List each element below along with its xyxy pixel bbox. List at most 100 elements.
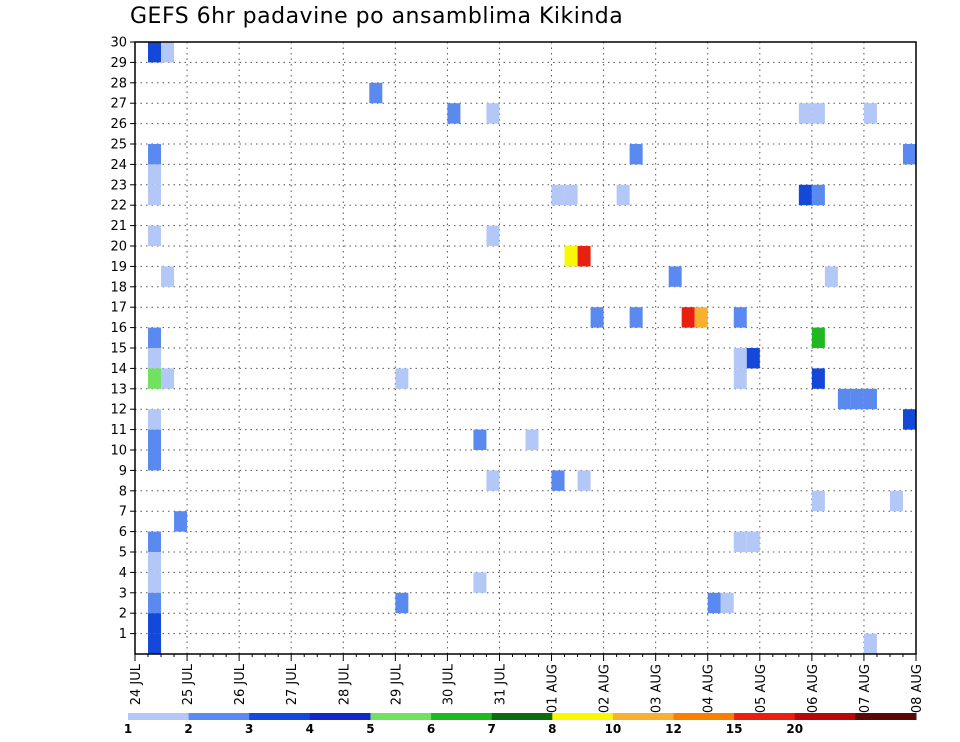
precip-cell bbox=[902, 409, 916, 430]
precip-cell bbox=[395, 368, 409, 389]
y-tick-label: 19 bbox=[110, 260, 127, 275]
colorbar-swatch bbox=[188, 713, 250, 720]
precip-cell bbox=[148, 552, 162, 573]
precip-cell bbox=[811, 368, 825, 389]
precip-cell bbox=[811, 490, 825, 512]
colorbar-label: 20 bbox=[786, 722, 803, 736]
y-tick-label: 24 bbox=[110, 158, 127, 173]
x-tick-label: 24 JUL bbox=[129, 663, 144, 705]
precip-cell bbox=[577, 470, 591, 491]
colorbar-swatch bbox=[128, 713, 190, 720]
precip-cell bbox=[850, 388, 864, 410]
colorbar-label: 10 bbox=[605, 722, 622, 736]
precip-cell bbox=[564, 246, 578, 267]
precip-cell bbox=[863, 103, 877, 124]
precip-cell bbox=[811, 103, 825, 124]
y-tick-label: 5 bbox=[119, 546, 127, 561]
colorbar-label: 15 bbox=[726, 722, 743, 736]
y-tick-label: 1 bbox=[119, 627, 127, 642]
y-tick-label: 16 bbox=[110, 321, 127, 336]
y-tick-label: 17 bbox=[110, 301, 127, 316]
y-tick-label: 11 bbox=[110, 423, 127, 438]
colorbar-swatch bbox=[431, 713, 493, 720]
x-tick-label: 28 JUL bbox=[337, 663, 352, 705]
precip-cell bbox=[395, 592, 409, 614]
x-tick-label: 08 AUG bbox=[910, 664, 925, 713]
x-tick-label: 29 JUL bbox=[389, 663, 404, 705]
colorbar-swatch bbox=[552, 713, 614, 720]
precip-cell bbox=[148, 368, 162, 389]
x-tick-label: 05 AUG bbox=[754, 664, 769, 713]
colorbar-swatch bbox=[491, 713, 553, 720]
precip-cell bbox=[798, 103, 812, 124]
x-tick-label: 04 AUG bbox=[702, 664, 717, 713]
x-axis-dates: 24 JUL 25 JUL 26 JUL 27 JUL 28 JUL 29 JUL 30 J… bbox=[129, 654, 925, 713]
y-tick-label: 9 bbox=[119, 464, 127, 479]
precip-cell bbox=[161, 42, 175, 63]
precip-cell bbox=[551, 184, 565, 206]
y-tick-label: 15 bbox=[110, 342, 127, 357]
colorbar-label: 8 bbox=[548, 722, 556, 736]
precip-cell bbox=[473, 429, 487, 450]
precip-cell bbox=[148, 184, 162, 206]
y-tick-label: 13 bbox=[110, 382, 127, 397]
y-tick-label: 2 bbox=[119, 607, 127, 622]
precip-cell bbox=[148, 613, 162, 634]
x-tick-label: 06 AUG bbox=[806, 664, 821, 713]
y-tick-label: 27 bbox=[110, 97, 127, 112]
colorbar-swatch bbox=[370, 713, 432, 720]
precip-cell bbox=[174, 511, 188, 532]
precip-cell bbox=[148, 327, 162, 348]
precip-cell bbox=[694, 307, 708, 328]
precip-cell bbox=[148, 633, 162, 654]
precip-cell bbox=[863, 633, 877, 654]
precip-cell bbox=[148, 429, 162, 450]
precip-cell bbox=[486, 225, 500, 246]
colorbar-label: 1 bbox=[124, 722, 132, 736]
colorbar-label: 7 bbox=[488, 722, 496, 736]
precip-cell bbox=[837, 388, 851, 410]
colorbar-swatch bbox=[794, 713, 856, 720]
precip-cell bbox=[733, 348, 747, 369]
precip-cell bbox=[811, 184, 825, 206]
colorbar-label: 6 bbox=[427, 722, 435, 736]
y-tick-label: 20 bbox=[110, 240, 127, 255]
y-tick-label: 28 bbox=[110, 76, 127, 91]
x-tick-label: 31 JUL bbox=[493, 663, 508, 705]
y-tick-label: 18 bbox=[110, 280, 127, 295]
y-tick-label: 22 bbox=[110, 199, 127, 214]
y-tick-label: 8 bbox=[119, 484, 127, 499]
precip-cell bbox=[148, 450, 162, 471]
precip-cell bbox=[668, 266, 682, 287]
colorbar-swatch bbox=[855, 713, 917, 720]
precip-cell bbox=[148, 572, 162, 593]
y-tick-label: 26 bbox=[110, 117, 127, 132]
colorbar-label: 2 bbox=[184, 722, 192, 736]
precip-cell bbox=[161, 266, 175, 287]
precip-cell bbox=[148, 225, 162, 246]
precip-cell bbox=[564, 184, 578, 206]
y-tick-label: 30 bbox=[110, 36, 127, 51]
precip-cell bbox=[616, 184, 630, 206]
colorbar-label: 4 bbox=[306, 722, 314, 736]
colorbar-swatch bbox=[309, 713, 371, 720]
precip-cell bbox=[733, 531, 747, 552]
precip-cell bbox=[447, 103, 461, 124]
precip-cell bbox=[486, 103, 500, 124]
x-tick-label: 27 JUL bbox=[285, 663, 300, 705]
grid-lines bbox=[135, 41, 916, 654]
precip-cell bbox=[148, 592, 162, 614]
precip-cell bbox=[148, 348, 162, 369]
y-tick-label: 3 bbox=[119, 586, 127, 601]
precip-cell bbox=[811, 327, 825, 348]
x-tick-label: 25 JUL bbox=[181, 663, 196, 705]
precip-cell bbox=[161, 368, 175, 389]
y-tick-label: 29 bbox=[110, 56, 127, 71]
colorbar-swatch bbox=[249, 713, 311, 720]
precip-cell bbox=[148, 409, 162, 430]
precip-cell bbox=[473, 572, 487, 593]
precip-cell bbox=[798, 184, 812, 206]
y-tick-label: 7 bbox=[119, 505, 127, 520]
x-tick-label: 03 AUG bbox=[650, 664, 665, 713]
